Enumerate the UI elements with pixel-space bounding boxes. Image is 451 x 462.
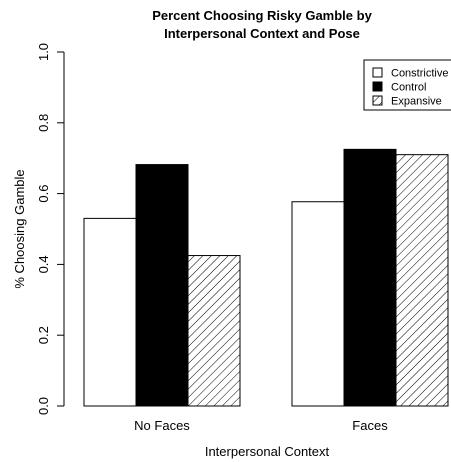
bars <box>83 148 449 407</box>
chart-title-line-1: Percent Choosing Risky Gamble by <box>152 8 372 23</box>
y-tick-label-2: 0.4 <box>36 255 51 273</box>
bar-control-faces <box>343 148 397 407</box>
x-axis-label: Interpersonal Context <box>205 444 330 459</box>
bar-constrictive-no-faces <box>83 217 137 407</box>
y-axis: 0.0 0.2 0.4 0.6 0.8 1.0 <box>36 43 64 415</box>
x-axis: No Faces Faces <box>134 418 388 433</box>
bar-constrictive-faces <box>291 201 345 407</box>
y-tick-label-3: 0.6 <box>36 185 51 203</box>
legend-label-control: Control <box>391 82 426 94</box>
y-tick-label-4: 0.8 <box>36 114 51 132</box>
bar-expansive-no-faces <box>187 255 241 407</box>
legend-swatch-expansive <box>372 95 383 106</box>
x-tick-label-0: No Faces <box>134 418 190 433</box>
bar-expansive-faces <box>395 154 449 407</box>
y-tick-label-0: 0.0 <box>36 397 51 415</box>
chart-title-line-2: Interpersonal Context and Pose <box>164 26 360 41</box>
y-tick-label-1: 0.2 <box>36 326 51 344</box>
legend: Constrictive Control Expansive <box>363 59 451 111</box>
legend-label-expansive: Expansive <box>391 96 442 108</box>
y-tick-label-5: 1.0 <box>36 43 51 61</box>
x-tick-label-1: Faces <box>352 418 388 433</box>
legend-swatch-constrictive <box>372 67 383 78</box>
legend-swatch-control <box>372 81 383 92</box>
bar-control-no-faces <box>135 164 189 407</box>
y-axis-label: % Choosing Gamble <box>12 169 27 288</box>
legend-label-constrictive: Constrictive <box>391 68 448 80</box>
